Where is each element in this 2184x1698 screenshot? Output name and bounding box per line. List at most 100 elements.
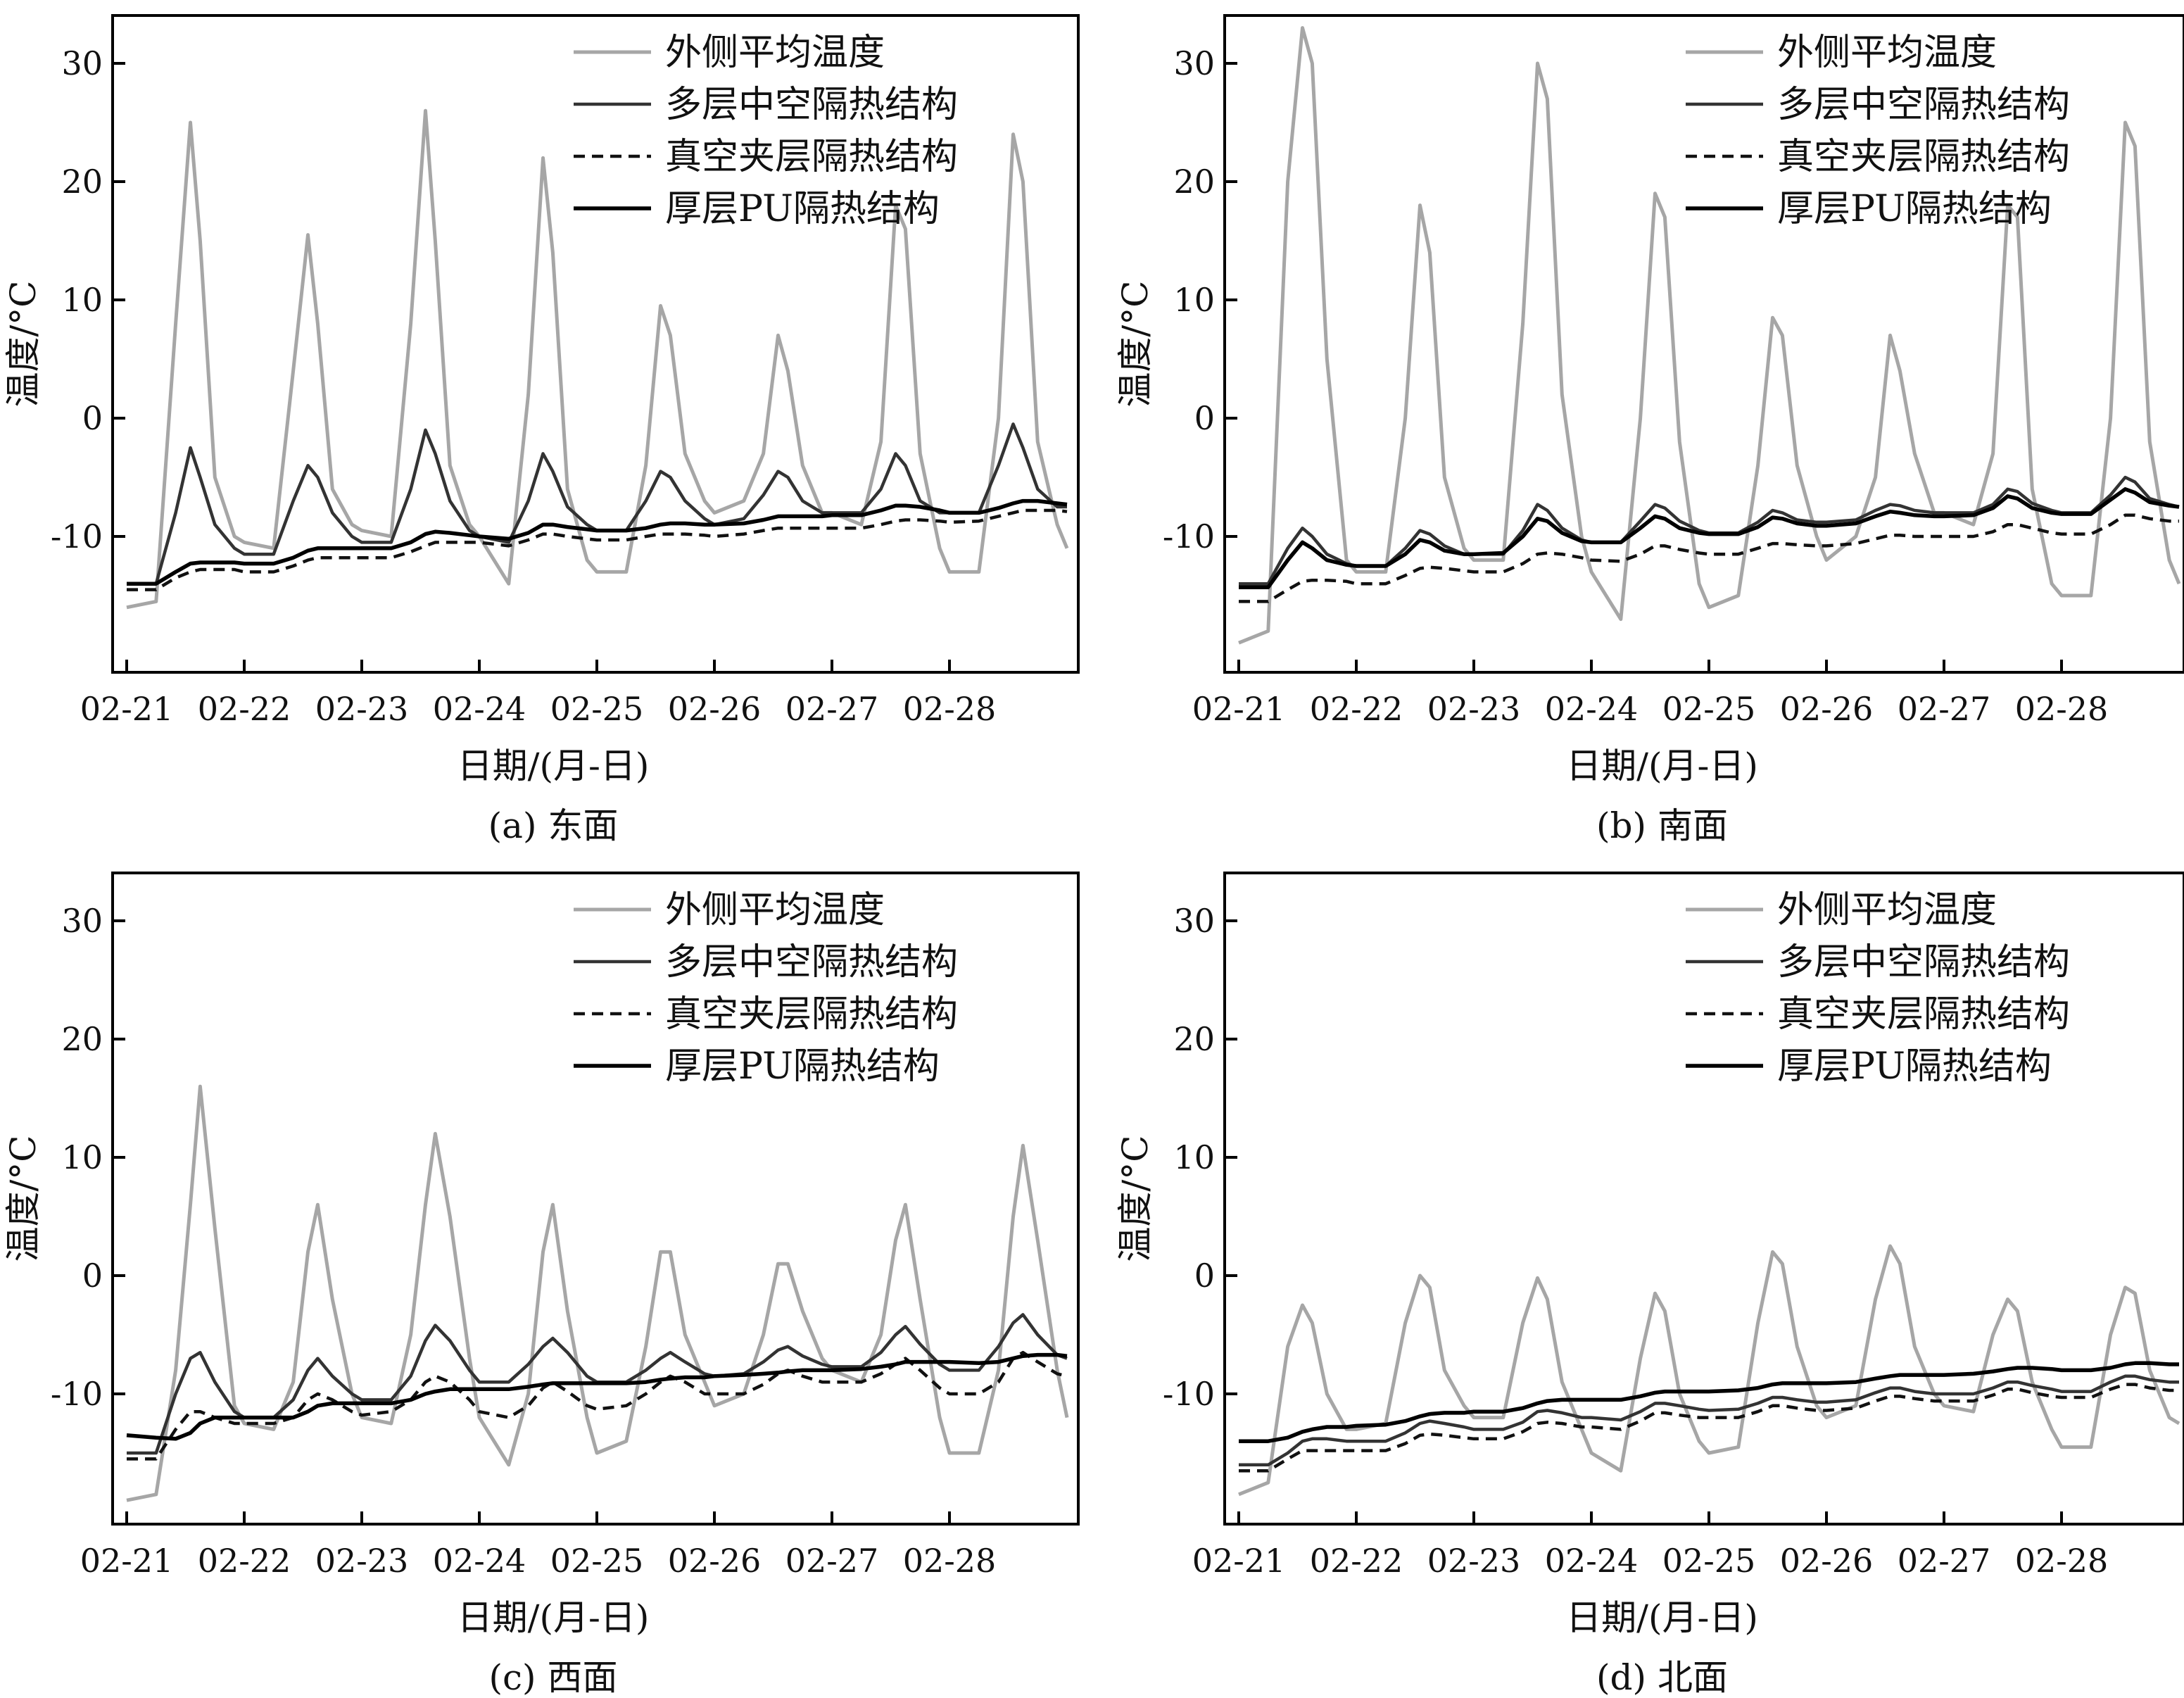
x-tick-label: 02-22 (198, 690, 291, 728)
chart-panel-3: 30 20 10 0 -10 02-21 02-22 02-23 02-24 02-25 02-26… (3, 872, 1080, 1698)
x-tick-label: 02-26 (1780, 690, 1874, 728)
chart-panel-1: 30 20 10 0 -10 02-21 02-22 02-23 02-24 02-25 02-26… (3, 14, 1080, 846)
y-axis-label: 温度/°C (3, 1135, 44, 1262)
legend-label: 厚层PU隔热结构 (665, 188, 940, 230)
x-tick-label: 02-23 (315, 690, 409, 728)
y-tick-label: 20 (1173, 1020, 1215, 1058)
x-tick-label: 02-26 (668, 1542, 762, 1580)
plot-frame (1223, 14, 2184, 674)
legend-label: 真空夹层隔热结构 (665, 136, 958, 178)
legend-label: 外侧平均温度 (665, 32, 885, 74)
legend-label: 多层中空隔热结构 (1777, 84, 2070, 126)
panel-caption: (d) 北面 (1596, 1657, 1728, 1698)
x-tick-label: 02-22 (1310, 690, 1403, 728)
series-line-2 (127, 422, 1067, 586)
legend-label: 多层中空隔热结构 (665, 84, 958, 126)
y-tick-label: -10 (51, 517, 103, 555)
y-tick-label: 0 (1194, 1257, 1215, 1295)
x-tick-label: 02-22 (1310, 1542, 1403, 1580)
x-tick-label: 02-27 (785, 690, 879, 728)
y-axis-label: 温度/°C (1115, 1135, 1156, 1262)
legend-label: 厚层PU隔热结构 (1777, 1045, 2052, 1088)
y-tick-label: 20 (61, 1020, 103, 1058)
plot-frame (1223, 872, 2184, 1526)
x-tick-label: 02-23 (1427, 690, 1521, 728)
y-tick-label: 30 (61, 902, 103, 940)
x-tick-label: 02-28 (903, 690, 997, 728)
y-tick-label: 10 (1173, 1138, 1215, 1176)
x-tick-label: 02-22 (198, 1542, 291, 1580)
legend-label: 外侧平均温度 (1777, 889, 1997, 931)
legend-label: 真空夹层隔热结构 (1777, 993, 2070, 1036)
panel-caption: (a) 东面 (488, 805, 619, 846)
y-tick-label: 10 (61, 1138, 103, 1176)
y-tick-label: 20 (61, 163, 103, 201)
y-tick-label: 0 (82, 1257, 103, 1295)
series-line-3 (1239, 513, 2179, 603)
y-tick-label: 0 (82, 399, 103, 437)
x-tick-label: 02-24 (1545, 1542, 1639, 1580)
x-tick-label: 02-27 (1898, 690, 1991, 728)
x-axis-label: 日期/(月-日) (457, 1597, 650, 1638)
series-line-4 (126, 1352, 1068, 1441)
x-tick-label: 02-25 (1662, 1542, 1756, 1580)
series-line-3 (127, 1350, 1068, 1461)
x-tick-label: 02-25 (550, 690, 644, 728)
x-tick-label: 02-21 (80, 1542, 174, 1580)
series-line-2 (1239, 1374, 2179, 1467)
x-tick-label: 02-26 (1780, 1542, 1874, 1580)
y-tick-label: -10 (1163, 1375, 1215, 1413)
legend-label: 外侧平均温度 (665, 889, 885, 931)
series-line-4 (127, 498, 1068, 586)
series-group (1238, 26, 2181, 645)
series-line-4 (1239, 1361, 2179, 1443)
series-line-3 (1239, 1383, 2179, 1473)
panel-caption: (c) 西面 (489, 1657, 618, 1698)
x-tick-label: 02-21 (1192, 1542, 1286, 1580)
y-tick-label: 30 (1173, 902, 1215, 940)
y-tick-label: 30 (1173, 44, 1215, 82)
x-tick-label: 02-27 (785, 1542, 879, 1580)
x-axis-label: 日期/(月-日) (1566, 746, 1758, 786)
series-line-3 (127, 508, 1068, 591)
x-axis-label: 日期/(月-日) (1566, 1597, 1758, 1638)
y-tick-label: -10 (1163, 517, 1215, 555)
x-tick-label: 02-23 (315, 1542, 409, 1580)
y-axis-label: 温度/°C (1115, 280, 1156, 407)
series-line-1 (1238, 26, 2181, 645)
series-line-1 (126, 108, 1069, 610)
x-axis-label: 日期/(月-日) (457, 746, 650, 786)
series-line-4 (1239, 487, 2180, 589)
series-line-1 (126, 1084, 1069, 1502)
x-tick-label: 02-21 (80, 690, 174, 728)
legend-label: 真空夹层隔热结构 (1777, 136, 2070, 178)
legend-label: 厚层PU隔热结构 (1777, 188, 2052, 230)
legend-label: 多层中空隔热结构 (665, 941, 958, 983)
y-axis-label: 温度/°C (3, 280, 44, 407)
x-tick-label: 02-25 (550, 1542, 644, 1580)
legend-label: 外侧平均温度 (1777, 32, 1997, 74)
legend-label: 多层中空隔热结构 (1777, 941, 2070, 983)
x-tick-label: 02-28 (2015, 690, 2109, 728)
x-tick-label: 02-24 (433, 690, 526, 728)
chart-panel-4: 30 20 10 0 -10 02-21 02-22 02-23 02-24 02-25 02-26… (1115, 872, 2184, 1698)
y-tick-label: 10 (61, 281, 103, 319)
series-group (1238, 1244, 2180, 1497)
y-tick-label: 0 (1194, 399, 1215, 437)
y-tick-label: 20 (1173, 163, 1215, 201)
y-tick-label: -10 (51, 1375, 103, 1413)
legend-label: 厚层PU隔热结构 (665, 1045, 940, 1088)
x-tick-label: 02-21 (1192, 690, 1286, 728)
chart-panel-2: 30 20 10 0 -10 02-21 02-22 02-23 02-24 02-25 02-26… (1115, 14, 2184, 846)
x-tick-label: 02-28 (2015, 1542, 2109, 1580)
panel-caption: (b) 南面 (1596, 805, 1728, 846)
x-tick-label: 02-27 (1898, 1542, 1991, 1580)
x-tick-label: 02-24 (1545, 690, 1639, 728)
y-tick-label: 10 (1173, 281, 1215, 319)
x-tick-label: 02-26 (668, 690, 762, 728)
series-line-1 (1238, 1244, 2180, 1497)
